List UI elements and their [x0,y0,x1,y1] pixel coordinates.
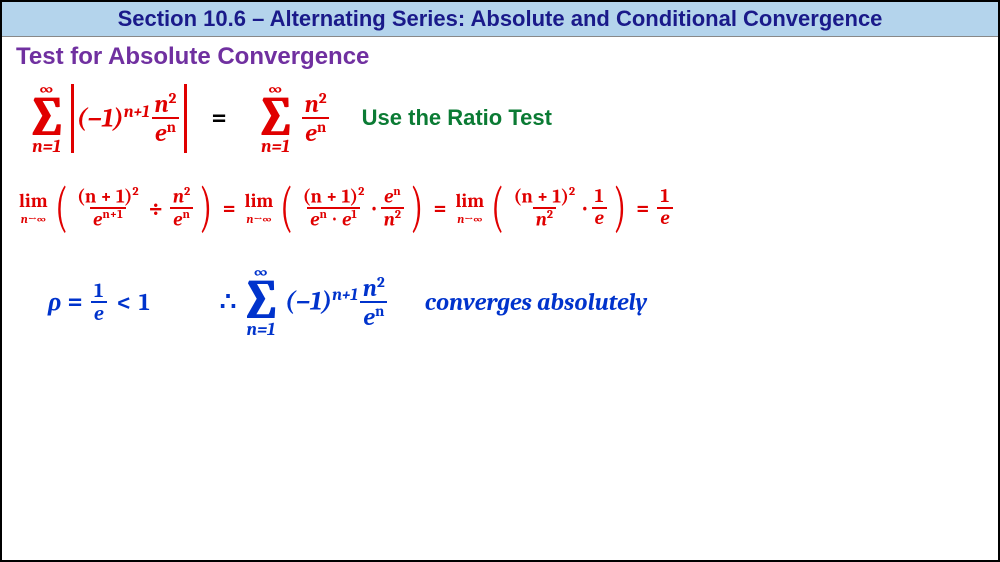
less-than: < [117,288,131,316]
sum-symbol-3: ∞ ∑ n=1 [240,264,281,339]
page-title: Section 10.6 – Alternating Series: Absol… [118,6,883,31]
equation-row-1: ∞ ∑ n=1 (−1)n+1 n2 en = ∞ ∑ n=1 n2 [22,81,978,156]
equals-3: = [67,287,82,317]
limit-2: lim n→∞ [245,190,274,226]
rho-value-fraction: 1 e [91,280,107,324]
equals-2a: = [223,195,236,221]
series-fraction: n2 en [360,274,388,330]
slide: Section 10.6 – Alternating Series: Absol… [0,0,1000,562]
therefore-symbol: ∴ [220,287,237,317]
equation-row-2: lim n→∞ ( (n + 1)2 en+1 ÷ n2 en ) = lim [16,186,978,231]
header-bar: Section 10.6 – Alternating Series: Absol… [2,2,998,37]
paren-group-3: ( (n + 1)2 n2 · 1 e ) [487,186,630,231]
absolute-value-term: (−1)n+1 n2 en [71,90,187,146]
subtitle: Test for Absolute Convergence [2,37,998,75]
paren-group-1: ( (n + 1)2 en+1 ÷ n2 en ) [51,186,217,231]
sum-symbol-1: ∞ ∑ n=1 [26,81,67,156]
equals-2c: = [636,195,649,221]
rhs-fraction: n2 en [302,90,330,146]
content-area: ∞ ∑ n=1 (−1)n+1 n2 en = ∞ ∑ n=1 n2 [2,81,998,339]
rho-symbol: ρ [48,287,61,317]
alt-sign-base: (−1) [285,287,332,317]
conclusion-text: converges absolutely [425,288,647,316]
ratio-test-note: Use the Ratio Test [362,105,552,131]
equals-1: = [211,103,226,133]
paren-group-2: ( (n + 1)2 en · e1 · en n2 ) [276,186,427,231]
equals-2b: = [433,195,446,221]
result-fraction: 1 e [657,187,672,229]
limit-1: lim n→∞ [19,190,48,226]
one-literal: 1 [139,288,150,316]
equation-row-3: ρ = 1 e < 1 ∴ ∞ ∑ n=1 (−1)n+1 n2 en conv… [48,264,978,339]
sum-symbol-2: ∞ ∑ n=1 [255,81,296,156]
limit-3: lim n→∞ [455,190,484,226]
